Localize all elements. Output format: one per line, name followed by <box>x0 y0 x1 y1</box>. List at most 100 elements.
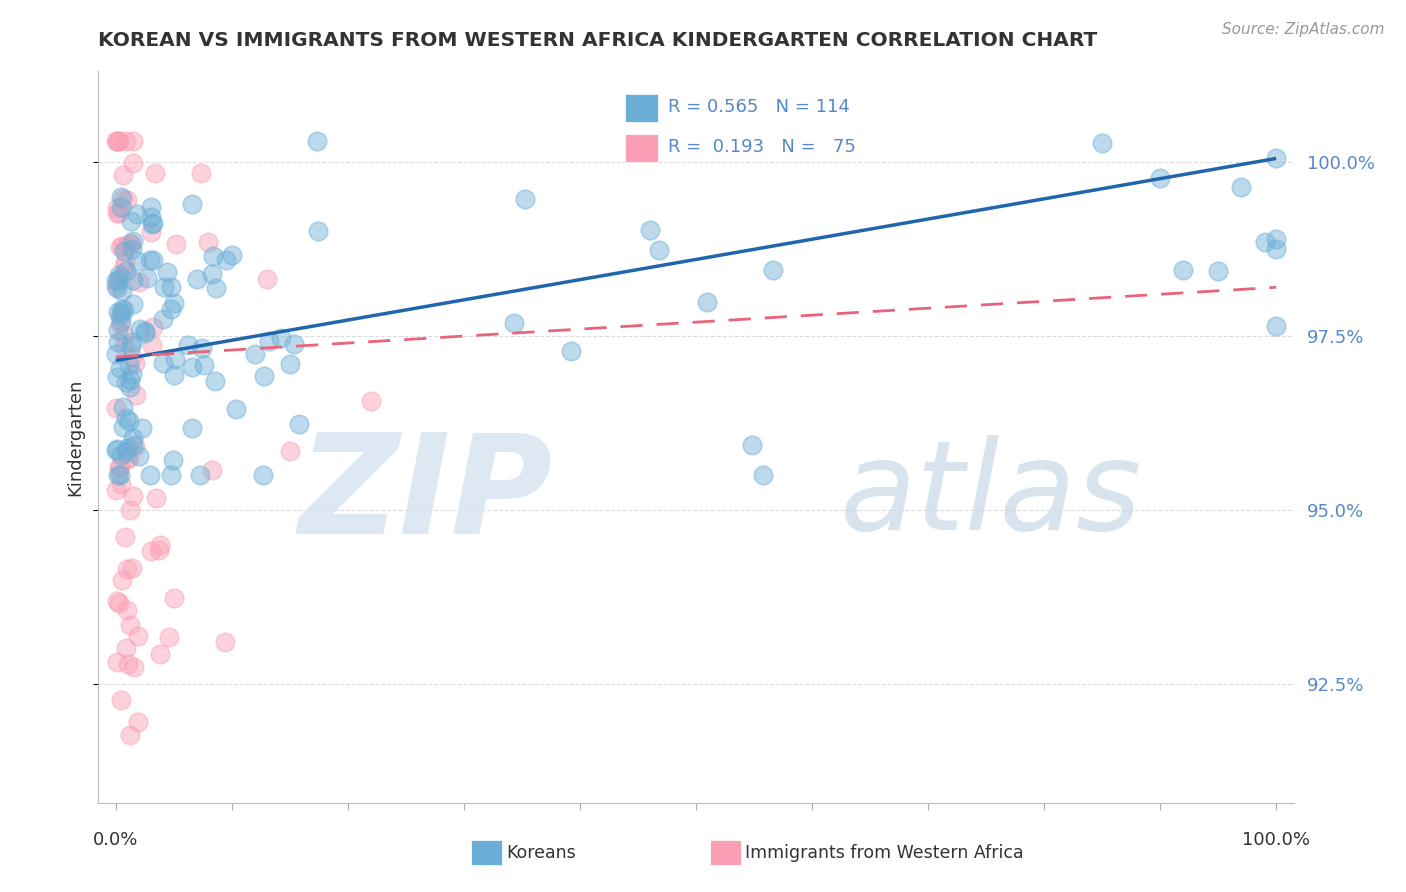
Point <box>253 368 276 383</box>
Point <box>215 253 238 268</box>
Point <box>647 244 669 258</box>
Point <box>205 281 228 295</box>
Point <box>110 476 132 491</box>
Point <box>163 296 186 310</box>
Point <box>115 445 138 459</box>
Point <box>148 543 170 558</box>
Point <box>120 236 142 251</box>
Point <box>696 294 718 309</box>
Point <box>160 280 183 294</box>
Point <box>121 235 143 249</box>
Point <box>108 206 131 220</box>
Point <box>127 629 149 643</box>
Point <box>107 273 129 287</box>
Point <box>115 441 138 455</box>
Point <box>278 444 301 458</box>
Point <box>105 206 128 220</box>
Point <box>112 400 135 414</box>
Point <box>111 302 134 317</box>
Point <box>107 323 129 337</box>
Point <box>177 338 200 352</box>
Point <box>108 460 131 475</box>
Point <box>112 420 135 434</box>
Point <box>283 337 305 351</box>
Point <box>139 468 162 483</box>
Point <box>188 468 211 483</box>
Point <box>141 338 163 352</box>
Text: ZIP: ZIP <box>298 428 553 563</box>
Point <box>740 438 762 452</box>
Point <box>162 453 184 467</box>
Point <box>252 468 274 483</box>
Point <box>120 339 142 353</box>
Point <box>141 218 163 232</box>
Point <box>105 483 128 498</box>
Point <box>108 468 131 483</box>
Point <box>149 539 172 553</box>
Point <box>122 155 145 169</box>
Point <box>257 334 280 349</box>
Point <box>105 134 128 148</box>
Text: R = 0.565   N = 114: R = 0.565 N = 114 <box>668 98 851 116</box>
Point <box>201 463 224 477</box>
Point <box>121 273 143 287</box>
Point <box>190 166 212 180</box>
Point <box>160 301 183 316</box>
Point <box>105 655 128 669</box>
Point <box>191 341 214 355</box>
Point <box>1173 263 1195 277</box>
Point <box>105 134 128 148</box>
Point <box>110 200 132 214</box>
Point <box>197 235 219 250</box>
Point <box>120 380 142 394</box>
Point <box>125 387 148 401</box>
Point <box>105 401 128 415</box>
Point <box>124 439 146 453</box>
Point <box>163 591 186 605</box>
Point <box>107 468 129 483</box>
Point <box>640 223 662 237</box>
Y-axis label: Kindergarten: Kindergarten <box>66 378 84 496</box>
Point <box>117 450 139 465</box>
Point <box>105 370 128 384</box>
Point <box>127 254 149 268</box>
Point <box>115 452 138 467</box>
Text: Immigrants from Western Africa: Immigrants from Western Africa <box>745 844 1024 862</box>
Point <box>288 417 311 431</box>
Point <box>560 344 582 359</box>
Point <box>278 357 301 371</box>
Point <box>152 311 174 326</box>
Point <box>110 448 132 462</box>
Point <box>1265 242 1288 256</box>
Point <box>156 265 179 279</box>
Point <box>114 411 136 425</box>
Point <box>108 268 131 283</box>
Point <box>270 331 292 345</box>
Point <box>122 431 145 445</box>
Point <box>127 207 149 221</box>
Point <box>110 190 132 204</box>
Point <box>163 351 186 366</box>
Point <box>762 263 785 277</box>
Point <box>115 263 138 277</box>
Point <box>127 714 149 729</box>
Point <box>181 421 204 435</box>
Point <box>134 324 156 338</box>
Point <box>114 375 136 389</box>
Text: R =  0.193   N =   75: R = 0.193 N = 75 <box>668 138 856 156</box>
Point <box>121 297 143 311</box>
Point <box>121 367 143 381</box>
Point <box>118 414 141 428</box>
Point <box>141 200 163 214</box>
Text: atlas: atlas <box>839 435 1142 556</box>
Point <box>201 267 224 281</box>
Point <box>503 316 526 330</box>
Point <box>118 503 141 517</box>
Point <box>1265 151 1288 165</box>
Point <box>108 240 131 254</box>
Point <box>105 593 128 607</box>
Point <box>110 306 132 320</box>
Point <box>124 356 146 370</box>
FancyBboxPatch shape <box>626 134 658 161</box>
Point <box>221 248 243 262</box>
